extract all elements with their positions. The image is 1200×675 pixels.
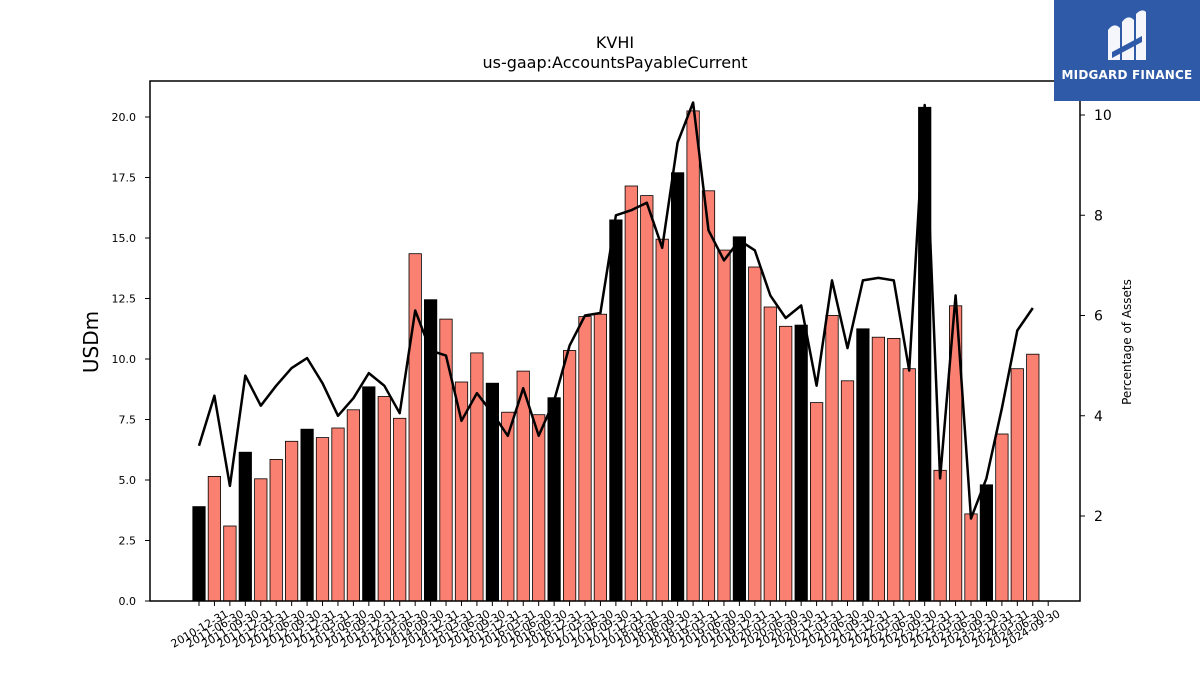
bar-2022-12-31 bbox=[933, 469, 947, 602]
bar-2017-09-30 bbox=[609, 219, 623, 602]
bar-2017-06-30 bbox=[593, 313, 608, 602]
bar-2012-12-31 bbox=[315, 437, 330, 602]
chart-title: KVHI bbox=[596, 33, 634, 52]
bar-2014-09-30 bbox=[423, 299, 438, 602]
y2-axis-label: Percentage of Assets bbox=[1120, 279, 1134, 405]
bar-2010-12-31 bbox=[192, 506, 206, 602]
bar-2013-09-30 bbox=[362, 386, 376, 602]
y-tick-label: 2.5 bbox=[119, 535, 137, 548]
midgard-finance-logo: MIDGARD FINANCE bbox=[1054, 0, 1200, 101]
y-tick-label: 0.0 bbox=[119, 595, 137, 608]
y2-tick-label: 10 bbox=[1094, 108, 1112, 124]
bar-2024-03-31 bbox=[1010, 368, 1024, 602]
percentage-of-assets-line bbox=[197, 101, 1034, 520]
chart-subtitle: us-gaap:AccountsPayableCurrent bbox=[482, 53, 747, 72]
bar-2018-12-31 bbox=[686, 110, 700, 602]
y2-tick-label: 4 bbox=[1094, 409, 1103, 425]
bar-2023-12-31 bbox=[995, 433, 1009, 602]
bar-2023-06-30 bbox=[964, 513, 978, 602]
bar-2014-03-31 bbox=[393, 417, 407, 602]
bar-2012-03-31 bbox=[269, 458, 283, 602]
bar-2017-03-31 bbox=[578, 316, 592, 602]
bar-2021-03-31 bbox=[825, 314, 839, 602]
bar-2015-06-30 bbox=[470, 352, 484, 602]
bar-2015-09-30 bbox=[485, 382, 500, 602]
bar-2020-03-31 bbox=[763, 306, 777, 602]
bar-2018-03-31 bbox=[640, 195, 654, 602]
bar-2024-06-30 bbox=[1026, 353, 1040, 602]
y-tick-label: 12.5 bbox=[112, 293, 137, 306]
bar-2011-09-30 bbox=[238, 451, 252, 602]
bar-2018-09-30 bbox=[671, 172, 685, 602]
bar-2019-12-31 bbox=[748, 266, 762, 602]
y-tick-label: 7.5 bbox=[119, 414, 137, 427]
bar-2011-12-31 bbox=[254, 478, 268, 602]
bar-2022-06-30 bbox=[902, 368, 916, 602]
bar-2021-12-31 bbox=[871, 336, 886, 602]
bar-2011-06-30 bbox=[223, 525, 237, 602]
bar-2016-12-31 bbox=[563, 350, 577, 602]
y-axis-label: USDm bbox=[79, 311, 103, 373]
bar-2014-12-31 bbox=[439, 318, 453, 602]
y-tick-label: 17.5 bbox=[112, 172, 137, 185]
bar-2019-09-30 bbox=[732, 236, 747, 602]
y-tick-label: 20.0 bbox=[112, 111, 137, 124]
bar-2023-09-30 bbox=[979, 484, 994, 602]
bar-2013-12-31 bbox=[377, 396, 391, 602]
y-tick-label: 10.0 bbox=[112, 353, 137, 366]
bar-2012-09-30 bbox=[300, 428, 314, 602]
bar-2018-06-30 bbox=[655, 238, 669, 602]
bar-2021-06-30 bbox=[840, 380, 855, 602]
bar-2016-06-30 bbox=[532, 414, 546, 602]
bar-2022-03-31 bbox=[887, 337, 901, 602]
bar-2013-06-30 bbox=[346, 409, 361, 602]
bar-2021-09-30 bbox=[856, 328, 870, 602]
bar-2016-09-30 bbox=[547, 397, 561, 602]
bar-2013-03-31 bbox=[331, 427, 345, 602]
bar-2012-06-30 bbox=[284, 440, 299, 602]
bar-2019-03-31 bbox=[701, 190, 716, 602]
y2-tick-label: 8 bbox=[1094, 208, 1103, 224]
bar-2014-06-30 bbox=[408, 253, 422, 602]
y2-tick-label: 2 bbox=[1094, 509, 1103, 525]
bar-2011-03-31 bbox=[207, 475, 221, 602]
bar-2020-09-30 bbox=[794, 324, 808, 602]
bar-2020-06-30 bbox=[779, 325, 793, 602]
logo-text: MIDGARD FINANCE bbox=[1061, 68, 1193, 82]
bar-2020-12-31 bbox=[810, 402, 824, 602]
bar-2019-06-30 bbox=[717, 249, 731, 602]
plot-frame bbox=[149, 80, 1081, 602]
bar-2017-12-31 bbox=[624, 185, 638, 602]
midgard-logo-icon bbox=[1108, 10, 1146, 60]
bar-2015-12-31 bbox=[501, 411, 515, 602]
y-tick-label: 5.0 bbox=[119, 474, 137, 487]
y2-tick-label: 6 bbox=[1094, 309, 1103, 325]
y-tick-label: 15.0 bbox=[112, 232, 137, 245]
